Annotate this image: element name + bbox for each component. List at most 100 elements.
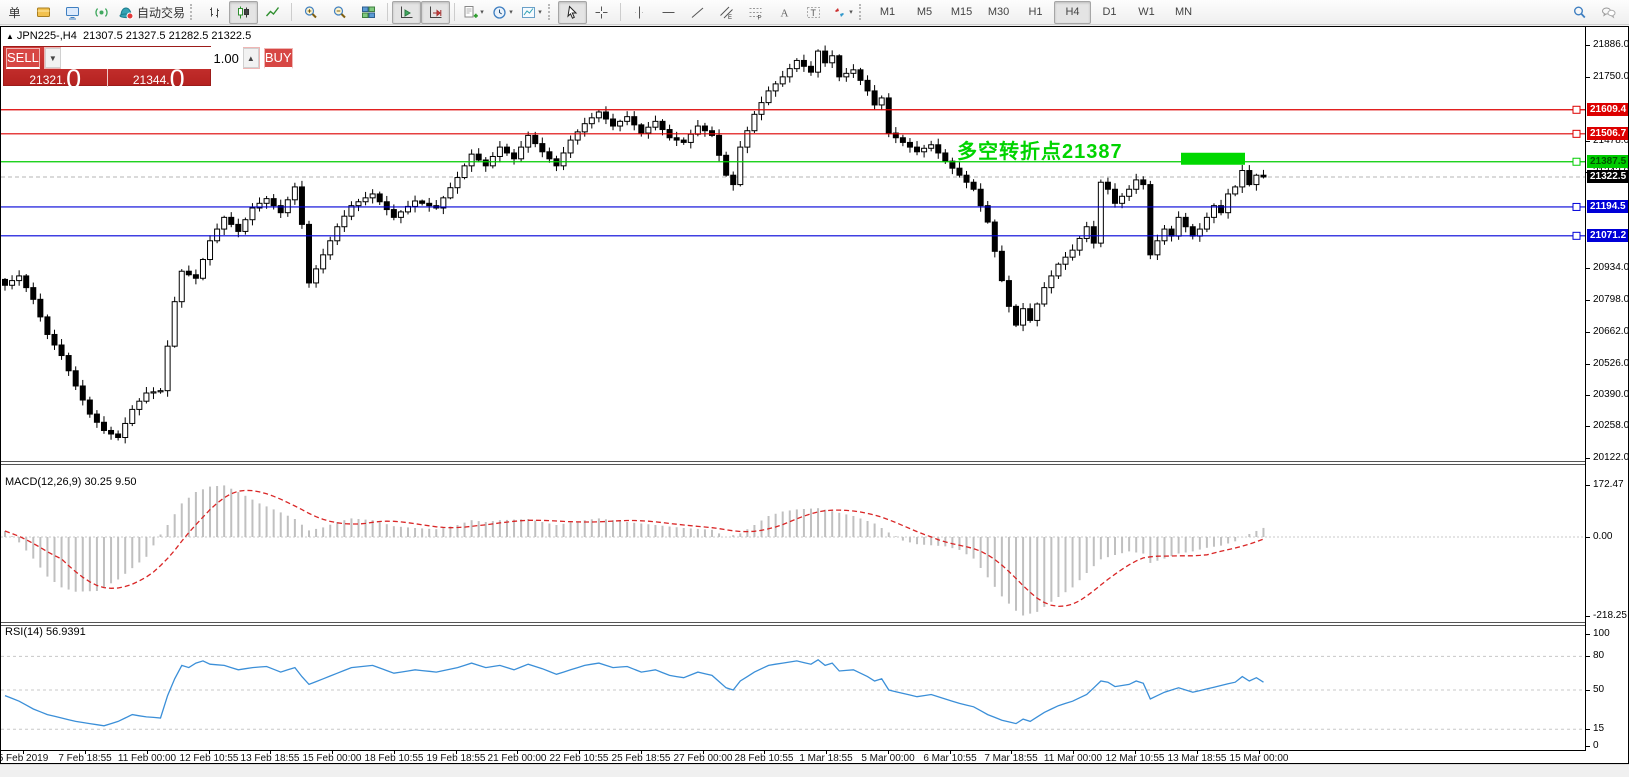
- axis-tick: [1586, 485, 1590, 487]
- status-bar: [0, 764, 1629, 777]
- macd-signal-value: 9.50: [115, 476, 137, 488]
- time-axis-label: 27 Feb 00:00: [673, 753, 733, 764]
- time-axis-tick: [1259, 750, 1260, 754]
- autotrading-button[interactable]: 自动交易: [116, 1, 188, 24]
- level-line-anchor: [1572, 202, 1581, 211]
- time-axis-tick: [1011, 750, 1012, 754]
- crosshair-button[interactable]: [587, 1, 616, 24]
- price-axis[interactable]: 21886.021750.021478.021342.020934.020798…: [1585, 27, 1629, 751]
- search-icon[interactable]: [1565, 1, 1594, 24]
- buy-button[interactable]: BUY: [263, 47, 293, 69]
- zoom-out-button[interactable]: [325, 1, 354, 24]
- candlestick-chart-button[interactable]: [229, 0, 259, 24]
- time-axis-label: 25 Feb 18:55: [611, 753, 671, 764]
- timeframe-h4-button[interactable]: H4: [1054, 0, 1092, 24]
- time-axis-label: 13 Mar 18:55: [1167, 753, 1227, 764]
- time-axis-tick: [1073, 750, 1074, 754]
- sell-button[interactable]: SELL: [6, 47, 40, 69]
- auto-scroll-button[interactable]: [392, 0, 422, 24]
- axis-tick: [1586, 395, 1590, 397]
- axis-tick-label: 80: [1593, 650, 1605, 662]
- rsi-line: [4, 659, 1264, 727]
- fibonacci-button[interactable]: F: [741, 1, 770, 24]
- trendline-button[interactable]: [683, 1, 712, 24]
- line-chart-button[interactable]: [258, 1, 287, 24]
- price-level-label: 21609.4: [1587, 103, 1628, 117]
- chart-shift-button[interactable]: [421, 0, 451, 24]
- volume-input[interactable]: [60, 47, 243, 69]
- timeframe-m1-button[interactable]: M1: [879, 6, 896, 18]
- equidistant-channel-button[interactable]: E: [712, 1, 741, 24]
- pane-separator[interactable]: [1, 622, 1628, 626]
- toolbar-separator: [291, 3, 293, 21]
- time-axis-tick: [85, 750, 86, 754]
- dropdown-arrow-icon[interactable]: ▾: [538, 9, 542, 16]
- buy-price[interactable]: 21344. 0: [108, 64, 211, 94]
- axis-tick: [1586, 656, 1590, 658]
- time-axis-label: 15 Feb 00:00: [302, 753, 362, 764]
- svg-text:F: F: [758, 15, 762, 20]
- time-axis-label: 6 Mar 10:55: [923, 753, 977, 764]
- dropdown-arrow-icon[interactable]: ▾: [509, 9, 513, 16]
- current-price-label: 21322.5: [1587, 170, 1628, 184]
- bar-chart-button[interactable]: [200, 1, 229, 24]
- timeframe-m5-button[interactable]: M5: [916, 6, 933, 18]
- svg-text:T: T: [811, 8, 817, 18]
- macd-canvas[interactable]: [1, 464, 1585, 622]
- timeframe-m15-button[interactable]: M15: [950, 6, 973, 18]
- macd-signal-line: [4, 489, 1264, 608]
- pane-separator[interactable]: [1, 461, 1628, 465]
- buy-price-big-digit: 0: [169, 64, 185, 94]
- volume-decrease-button[interactable]: ▼: [44, 48, 61, 68]
- buy-price-small: 21344.: [132, 73, 170, 87]
- level-line-anchor: [1572, 157, 1581, 166]
- toolbar-right-icons: [1565, 1, 1623, 24]
- panel-collapse-icon[interactable]: ▲: [6, 32, 14, 41]
- cursor-button[interactable]: [558, 0, 588, 24]
- time-axis-tick: [1197, 750, 1198, 754]
- sell-price[interactable]: 21321. 0: [4, 66, 107, 93]
- one-click-trading-panel: SELL ▼ ▲ BUY 21321.0 21344.0: [3, 46, 293, 94]
- volume-control: ▼ ▲: [43, 47, 260, 69]
- rsi-canvas[interactable]: [1, 625, 1585, 751]
- timeframe-h1-button[interactable]: H1: [1028, 6, 1043, 18]
- zoom-in-button[interactable]: [296, 1, 325, 24]
- tile-windows-button[interactable]: [354, 1, 383, 24]
- timeframe-w1-button[interactable]: W1: [1138, 6, 1155, 18]
- macd-value: 30.25: [84, 476, 113, 488]
- periods-button[interactable]: ▾: [488, 1, 517, 24]
- timeframe-d1-button[interactable]: D1: [1102, 6, 1117, 18]
- time-axis-label: 22 Feb 10:55: [549, 753, 609, 764]
- templates-button[interactable]: ▾: [517, 1, 546, 24]
- annotation-text[interactable]: 多空转折点21387: [957, 140, 1123, 163]
- highlight-rectangle[interactable]: [1181, 152, 1245, 165]
- axis-tick: [1586, 746, 1590, 747]
- main-chart-canvas[interactable]: [1, 27, 1585, 461]
- timeframe-mn-button[interactable]: MN: [1174, 6, 1193, 18]
- time-axis-label: 7 Feb 18:55: [58, 753, 112, 764]
- time-axis-tick: [147, 750, 148, 754]
- new-order-button[interactable]: 单: [8, 5, 21, 20]
- arrows-button[interactable]: ▾: [828, 1, 857, 24]
- indicators-button[interactable]: ▾: [459, 1, 488, 24]
- terminal-icon[interactable]: [58, 1, 87, 24]
- axis-tick-label: -218.25: [1593, 609, 1627, 621]
- time-axis-label: 7 Mar 18:55: [984, 753, 1038, 764]
- signals-icon[interactable]: [87, 1, 116, 24]
- time-axis-tick: [703, 750, 704, 754]
- vertical-line-button[interactable]: [625, 1, 654, 24]
- axis-tick-label: 21886.0: [1593, 39, 1629, 50]
- macd-histogram: [4, 485, 1265, 616]
- text-label-button[interactable]: T: [799, 1, 828, 24]
- rsi-indicator-label: RSI(14) 56.9391: [5, 626, 86, 638]
- market-watch-icon[interactable]: [29, 1, 58, 24]
- dropdown-arrow-icon[interactable]: ▾: [849, 9, 853, 16]
- dropdown-arrow-icon[interactable]: ▾: [480, 9, 484, 16]
- axis-tick-label: 20122.0: [1593, 452, 1629, 464]
- volume-increase-button[interactable]: ▲: [242, 48, 259, 68]
- chart-window: ▲ JPN225-,H4 21307.5 21327.5 21282.5 2132…: [0, 26, 1629, 764]
- text-button[interactable]: A: [770, 1, 799, 24]
- chat-icon[interactable]: [1594, 1, 1623, 24]
- horizontal-line-button[interactable]: [654, 1, 683, 24]
- timeframe-m30-button[interactable]: M30: [987, 6, 1010, 18]
